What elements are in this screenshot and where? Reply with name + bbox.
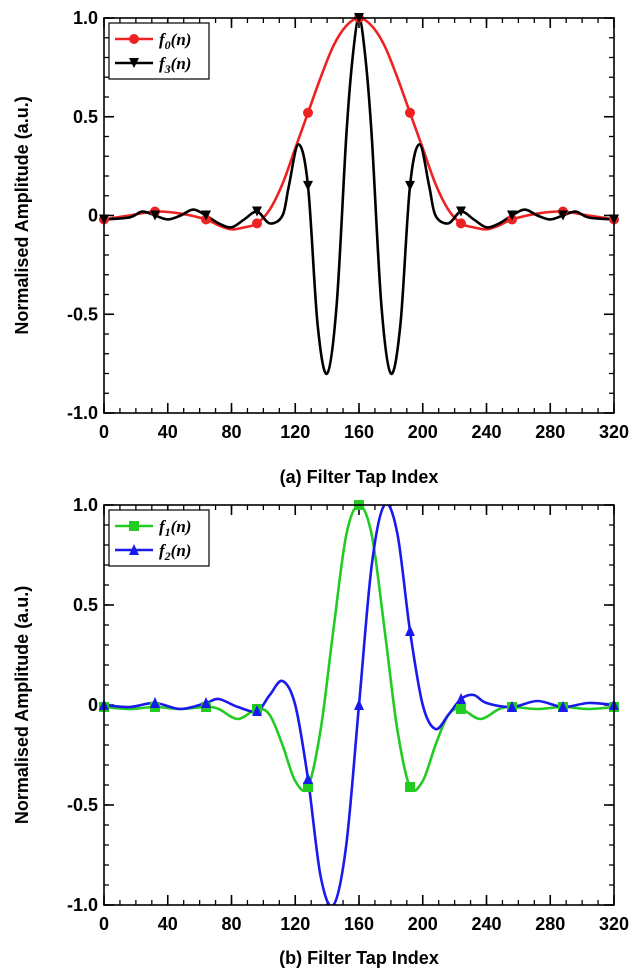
x-tick-label: 120 — [280, 422, 310, 442]
x-tick-label: 160 — [344, 914, 374, 934]
x-tick-label: 80 — [221, 914, 241, 934]
x-tick-label: 120 — [280, 914, 310, 934]
data-point-f1 — [456, 704, 466, 714]
x-axis-title: (a) Filter Tap Index — [280, 467, 439, 487]
data-point-f3 — [201, 210, 211, 221]
data-point-f2 — [303, 773, 313, 784]
data-point-f3 — [150, 210, 160, 221]
x-tick-label: 240 — [471, 914, 501, 934]
y-tick-label: -0.5 — [67, 795, 98, 815]
x-tick-label: 320 — [599, 422, 629, 442]
x-tick-label: 240 — [471, 422, 501, 442]
data-point-f2 — [150, 697, 160, 708]
x-tick-label: 200 — [408, 422, 438, 442]
y-axis-title: Normalised Amplitude (a.u.) — [12, 96, 32, 334]
data-point-f2 — [201, 697, 211, 708]
legend-marker — [129, 58, 139, 68]
y-tick-label: -1.0 — [67, 895, 98, 915]
series-line-f3 — [104, 18, 614, 375]
legend-marker — [129, 544, 139, 555]
data-point-f1 — [303, 782, 313, 792]
series-line-f0 — [104, 18, 614, 231]
legend-marker — [129, 34, 139, 44]
data-point-f2 — [354, 699, 364, 710]
legend-entry: f2(n) — [159, 541, 191, 563]
chart-panel-a: 0 40 80 120 160 200 240 280 320 -1.0 -0.5 0 0.5 1.0 f0… — [12, 8, 629, 487]
legend-entry: f3(n) — [159, 54, 191, 76]
legend-box — [108, 22, 210, 80]
data-point-f3 — [405, 180, 415, 191]
x-tick-label: 160 — [344, 422, 374, 442]
x-tick-label: 0 — [99, 422, 109, 442]
x-tick-label: 200 — [408, 914, 438, 934]
y-tick-label: 0 — [88, 206, 98, 226]
data-point-f1 — [405, 782, 415, 792]
x-tick-label: 40 — [158, 422, 178, 442]
legend: f1(n)f2(n) — [108, 509, 210, 567]
x-axis-title: (b) Filter Tap Index — [279, 948, 439, 968]
series-line-f1 — [104, 505, 614, 793]
x-tick-label: 0 — [99, 914, 109, 934]
y-tick-label: 0 — [88, 695, 98, 715]
y-tick-label: 1.0 — [73, 495, 98, 515]
legend-marker — [129, 521, 139, 531]
x-tick-label: 80 — [221, 422, 241, 442]
data-point-f2 — [405, 625, 415, 636]
plot-frame — [103, 17, 615, 414]
y-tick-label: 0.5 — [73, 595, 98, 615]
data-point-f0 — [456, 218, 466, 229]
y-tick-label: -0.5 — [67, 304, 98, 324]
data-point-f3 — [558, 210, 568, 221]
data-point-f3 — [507, 210, 517, 221]
data-point-f0 — [303, 107, 313, 118]
data-point-f0 — [405, 107, 415, 118]
legend-box — [108, 509, 210, 567]
x-tick-label: 320 — [599, 914, 629, 934]
legend-entry: f0(n) — [159, 30, 191, 52]
y-axis-title: Normalised Amplitude (a.u.) — [12, 586, 32, 824]
plot-frame — [103, 504, 615, 906]
x-tick-label: 280 — [535, 422, 565, 442]
data-point-f2 — [252, 705, 262, 716]
y-tick-label: 1.0 — [73, 8, 98, 28]
data-point-f2 — [507, 701, 517, 712]
data-point-f3 — [303, 180, 313, 191]
data-point-f3 — [456, 206, 466, 217]
data-point-f0 — [252, 218, 262, 229]
x-tick-label: 280 — [535, 914, 565, 934]
y-tick-label: 0.5 — [73, 107, 98, 127]
x-tick-label: 40 — [158, 914, 178, 934]
data-point-f3 — [252, 206, 262, 217]
legend: f0(n)f3(n) — [108, 22, 210, 80]
y-tick-label: -1.0 — [67, 403, 98, 423]
data-point-f2 — [456, 693, 466, 704]
data-point-f2 — [558, 701, 568, 712]
chart-panel-b: 0 40 80 120 160 200 240 280 320 -1.0 -0.5 0 0.5 1.0 f1… — [12, 495, 629, 968]
legend-entry: f1(n) — [159, 517, 191, 539]
